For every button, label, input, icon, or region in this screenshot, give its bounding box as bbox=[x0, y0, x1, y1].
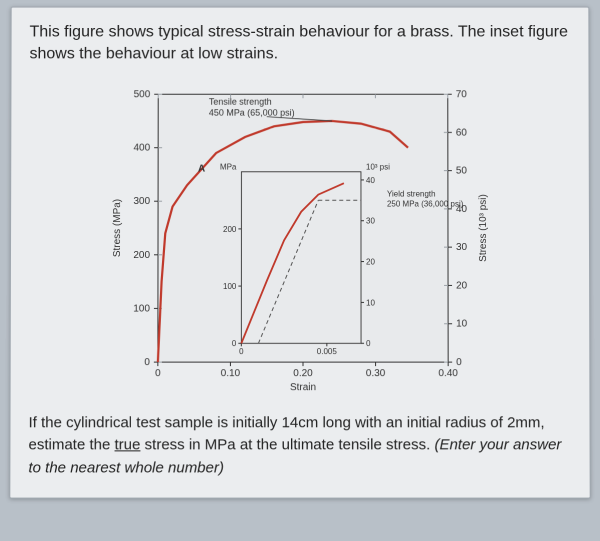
svg-text:60: 60 bbox=[456, 127, 468, 138]
svg-text:MPa: MPa bbox=[220, 163, 237, 172]
stress-strain-figure: 010020030040050001020304050607000.100.20… bbox=[100, 82, 501, 402]
svg-text:200: 200 bbox=[223, 225, 237, 234]
svg-text:50: 50 bbox=[456, 165, 468, 176]
svg-text:30: 30 bbox=[366, 217, 375, 226]
svg-text:0: 0 bbox=[155, 368, 161, 379]
svg-text:70: 70 bbox=[456, 89, 468, 100]
svg-text:40: 40 bbox=[366, 176, 375, 185]
q-part2: stress in MPa at the ultimate tensile st… bbox=[140, 437, 434, 454]
question-text: If the cylindrical test sample is initia… bbox=[28, 412, 571, 480]
q-underlined: true bbox=[115, 437, 141, 454]
svg-text:0.005: 0.005 bbox=[317, 347, 338, 356]
svg-text:0: 0 bbox=[239, 347, 244, 356]
svg-text:Tensile strength: Tensile strength bbox=[209, 97, 272, 107]
svg-text:200: 200 bbox=[133, 250, 150, 261]
svg-text:10: 10 bbox=[366, 298, 375, 307]
svg-text:500: 500 bbox=[134, 89, 151, 100]
svg-text:A: A bbox=[198, 164, 205, 175]
svg-text:0: 0 bbox=[144, 357, 150, 368]
svg-text:250 MPa (36,000 psi): 250 MPa (36,000 psi) bbox=[387, 199, 464, 208]
svg-text:0.20: 0.20 bbox=[293, 368, 313, 379]
svg-text:0.10: 0.10 bbox=[221, 368, 241, 379]
svg-text:0: 0 bbox=[232, 339, 237, 348]
svg-text:0: 0 bbox=[366, 339, 371, 348]
svg-text:20: 20 bbox=[366, 257, 375, 266]
svg-text:450 MPa (65,000 psi): 450 MPa (65,000 psi) bbox=[209, 108, 295, 118]
svg-text:20: 20 bbox=[456, 280, 468, 291]
svg-text:0: 0 bbox=[456, 357, 462, 368]
svg-text:100: 100 bbox=[133, 303, 150, 314]
svg-text:30: 30 bbox=[456, 242, 468, 253]
chart-svg: 010020030040050001020304050607000.100.20… bbox=[100, 82, 501, 402]
svg-text:0.40: 0.40 bbox=[438, 368, 458, 379]
svg-text:10³ psi: 10³ psi bbox=[366, 163, 390, 172]
svg-text:Stress (10³ psi): Stress (10³ psi) bbox=[478, 194, 489, 262]
svg-text:400: 400 bbox=[133, 142, 150, 153]
svg-text:300: 300 bbox=[133, 196, 150, 207]
svg-text:Strain: Strain bbox=[290, 382, 316, 393]
svg-text:100: 100 bbox=[223, 282, 237, 291]
problem-card: This figure shows typical stress-strain … bbox=[9, 7, 590, 499]
svg-text:Stress (MPa): Stress (MPa) bbox=[112, 199, 123, 257]
intro-text: This figure shows typical stress-strain … bbox=[29, 22, 570, 67]
svg-text:Yield strength: Yield strength bbox=[387, 189, 436, 198]
svg-text:0.30: 0.30 bbox=[366, 368, 386, 379]
svg-text:10: 10 bbox=[456, 319, 468, 330]
